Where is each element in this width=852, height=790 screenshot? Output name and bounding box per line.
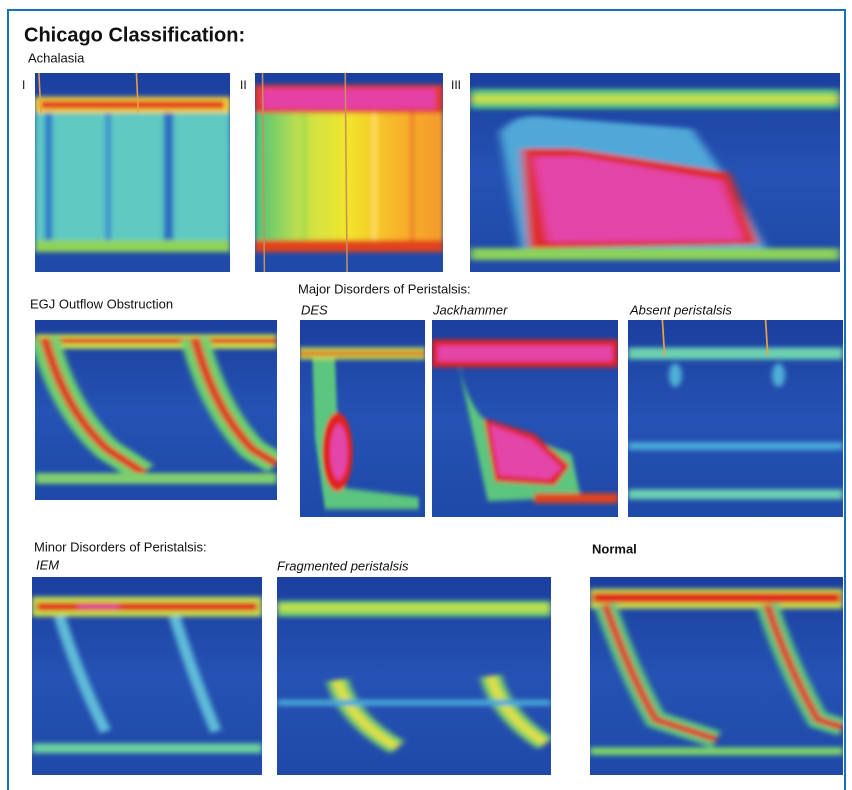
page: Chicago Classification: Achalasia I II I… — [0, 0, 852, 790]
panel-label: Absent peristalsis — [629, 302, 732, 317]
section-label: EGJ Outflow Obstruction — [30, 296, 173, 311]
plot-fragmented-peristalsis — [277, 577, 551, 775]
panel-label: Jackhammer — [432, 302, 508, 317]
figure: Chicago Classification: Achalasia I II I… — [0, 0, 852, 790]
panel-label: Fragmented peristalsis — [277, 558, 409, 573]
figure-title: Chicago Classification: — [24, 24, 245, 46]
plot-absent-peristalsis — [628, 320, 843, 517]
plot-egj-outflow — [35, 320, 277, 500]
panel-label: II — [240, 78, 247, 92]
plot-normal — [590, 577, 843, 775]
plot-achalasia-2 — [255, 73, 443, 272]
plot-achalasia-1 — [35, 73, 230, 272]
section-label: Achalasia — [28, 50, 85, 65]
panel-label: DES — [301, 302, 328, 317]
panel-label: III — [451, 78, 461, 92]
section-label: Major Disorders of Peristalsis: — [298, 281, 471, 296]
panel-label: IEM — [36, 557, 59, 572]
plot-achalasia-3 — [470, 73, 840, 272]
section-label: Normal — [592, 541, 637, 556]
plot-jackhammer — [432, 320, 618, 517]
section-label: Minor Disorders of Peristalsis: — [34, 539, 207, 554]
panel-label: I — [22, 78, 25, 92]
plot-des — [300, 320, 425, 517]
plot-iem — [32, 577, 262, 775]
